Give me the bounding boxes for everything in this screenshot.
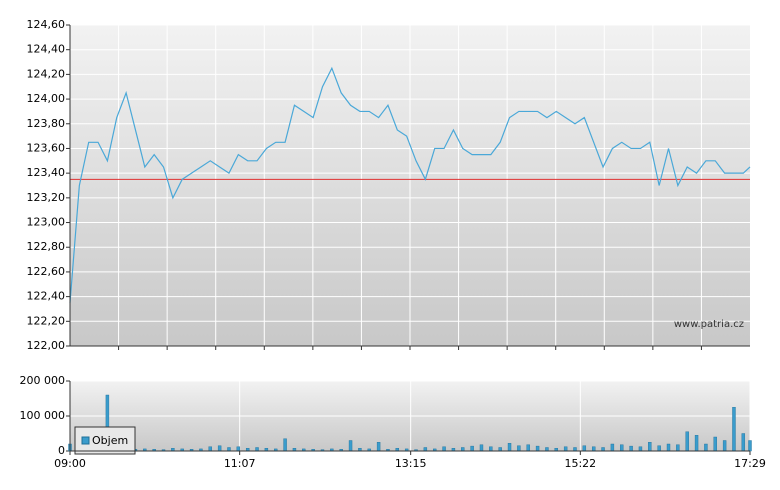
x-tick-label: 15:22	[564, 457, 596, 470]
x-tick-label: 11:07	[224, 457, 256, 470]
y-tick-label: 123,60	[27, 141, 66, 154]
y-tick-label: 122,00	[27, 339, 66, 352]
y-tick-label: 122,80	[27, 240, 66, 253]
volume-bar	[563, 446, 568, 452]
price-line	[69, 66, 751, 303]
legend-label: Objem	[92, 434, 128, 447]
volume-bar	[217, 445, 222, 452]
x-tick-label: 17:29	[734, 457, 766, 470]
volume-bar	[601, 447, 605, 452]
volume-bar	[676, 444, 680, 452]
x-tick-label: 09:00	[54, 457, 86, 470]
y-tick-label: 0	[58, 444, 65, 457]
watermark: www.patria.cz	[674, 319, 744, 330]
y-tick-label: 123,40	[27, 166, 66, 179]
volume-bar	[507, 443, 512, 452]
volume-bar	[348, 440, 353, 452]
volume-bar	[591, 446, 596, 452]
volume-bar	[748, 440, 752, 452]
volume-bar	[236, 446, 241, 452]
volume-bar	[442, 446, 446, 452]
volume-bar	[227, 447, 231, 452]
volume-bar	[479, 444, 484, 452]
volume-bar	[573, 447, 577, 452]
volume-bar	[255, 447, 259, 452]
volume-bar	[208, 446, 212, 452]
volume-bar	[694, 435, 699, 452]
volume-bar	[732, 407, 736, 452]
volume-bar	[620, 444, 624, 452]
y-tick-label: 100 000	[20, 409, 66, 422]
volume-bar	[545, 447, 549, 452]
volume-bar	[648, 442, 652, 452]
price-vertical-grid	[118, 25, 702, 350]
y-tick-label: 124,40	[27, 43, 66, 56]
y-tick-label: 124,60	[27, 18, 66, 31]
y-tick-label: 123,80	[27, 117, 66, 130]
volume-bar	[741, 433, 746, 452]
volume-bar	[283, 438, 287, 452]
volume-bar	[638, 446, 643, 452]
y-tick-label: 122,20	[27, 314, 66, 327]
volume-bar	[535, 445, 540, 452]
y-tick-label: 122,40	[27, 290, 66, 303]
volume-bar	[376, 442, 381, 452]
y-tick-label: 200 000	[20, 374, 66, 387]
volume-bar	[610, 443, 615, 452]
y-tick-label: 123,00	[27, 216, 66, 229]
volume-bar	[685, 431, 689, 452]
volume-bar	[704, 443, 708, 452]
y-tick-label: 122,60	[27, 265, 66, 278]
volume-bar	[722, 440, 727, 452]
volume-bar	[713, 436, 717, 452]
legend: Objem	[74, 426, 136, 455]
y-tick-label: 124,20	[27, 67, 66, 80]
volume-bar	[470, 445, 474, 452]
volume-bar	[582, 445, 587, 452]
x-tick-label: 13:15	[395, 457, 427, 470]
volume-bar	[666, 443, 671, 452]
volume-bar	[629, 445, 633, 452]
legend-swatch	[81, 436, 90, 445]
volume-bar	[498, 447, 502, 452]
y-tick-label: 124,00	[27, 92, 66, 105]
y-tick-label: 123,20	[27, 191, 66, 204]
volume-bar	[423, 447, 428, 452]
volume-bar	[526, 444, 530, 452]
volume-bar	[657, 445, 661, 452]
volume-bar	[489, 446, 493, 452]
volume-bar	[517, 445, 521, 452]
volume-bar	[461, 447, 465, 452]
